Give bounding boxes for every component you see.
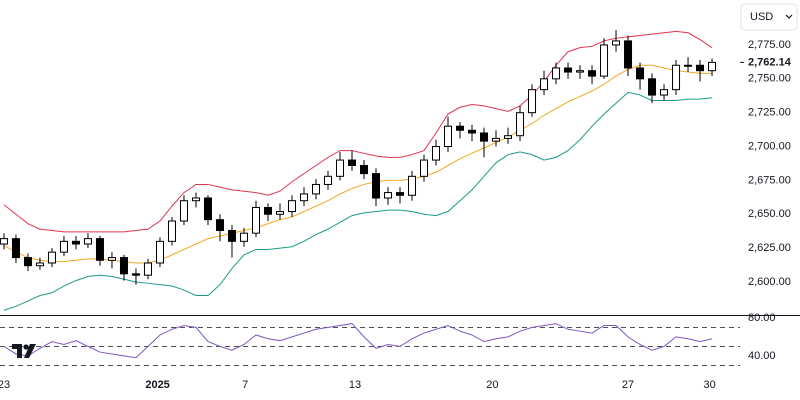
candle-body <box>600 44 609 77</box>
candle-body <box>672 64 681 91</box>
candle-body <box>480 132 489 142</box>
candle-body <box>323 175 332 185</box>
candle-body <box>540 78 549 91</box>
candle-body <box>95 238 104 261</box>
candle-body <box>263 206 272 215</box>
y-tick-label: 2,725.00 <box>748 107 791 119</box>
candle-body <box>179 200 188 222</box>
y-tick-label: 2,700.00 <box>748 140 791 152</box>
x-tick-label: 2025 <box>145 379 169 391</box>
x-tick-label: 23 <box>0 379 10 391</box>
candle-body <box>384 192 393 199</box>
rsi-tick-label: 40.00 <box>748 350 776 362</box>
rsi-line <box>3 323 713 359</box>
y-tick-label: 2,600.00 <box>748 276 791 288</box>
x-tick-label: 20 <box>486 379 498 391</box>
candle-body <box>347 159 356 166</box>
candle-body <box>552 67 561 80</box>
x-tick-label: 30 <box>704 379 716 391</box>
y-tick-label: 2,675.00 <box>748 174 791 186</box>
candle-body <box>0 238 8 245</box>
candle-body <box>335 159 344 177</box>
y-tick-label: 2,750.00 <box>748 73 791 85</box>
plot: 2,600.00 2,625.00 2,650.00 2,675.00 2,700.00… <box>0 30 792 391</box>
candle-body <box>528 89 537 114</box>
candle-body <box>456 125 465 131</box>
candle-body <box>612 40 621 46</box>
candle-body <box>59 240 68 253</box>
candle-body <box>492 137 501 142</box>
candle-body <box>107 257 116 261</box>
candle-body <box>624 40 633 69</box>
candle-body <box>696 64 705 72</box>
candle-body <box>23 257 32 267</box>
chevron[interactable] <box>785 14 793 19</box>
candle-body <box>660 89 669 96</box>
candle-body <box>516 112 525 137</box>
y-tick-label: 2,650.00 <box>748 208 791 220</box>
candle-body <box>372 173 381 199</box>
candle-body <box>408 175 417 196</box>
candle-body <box>359 164 368 175</box>
candle-body <box>299 193 308 202</box>
x-tick-label: 7 <box>242 379 248 391</box>
candle-body <box>468 129 477 134</box>
currency-button[interactable] <box>740 3 798 31</box>
candle-body <box>420 159 429 177</box>
candle-body <box>708 61 717 72</box>
candle-body <box>143 262 152 276</box>
candle-body <box>432 146 441 161</box>
y-tick-label: 2,625.00 <box>748 242 791 254</box>
candle-body <box>119 257 128 275</box>
candle-body <box>35 262 44 267</box>
candle-body <box>191 197 200 202</box>
candle-body <box>227 229 236 242</box>
candle-body <box>167 220 176 242</box>
candle-body <box>311 183 320 195</box>
candle-body <box>684 64 693 67</box>
last-price-label: 2,762.14 <box>748 56 792 68</box>
candle-body <box>155 240 164 264</box>
candle-body <box>576 70 585 73</box>
candle-body <box>239 232 248 242</box>
currency-selector[interactable]: USD <box>740 3 798 31</box>
candle-body <box>275 211 284 215</box>
tradingview-logo <box>12 344 36 358</box>
x-tick-label: 27 <box>622 379 634 391</box>
rsi-tick-label: 80.00 <box>748 312 776 324</box>
candle-body <box>203 197 212 221</box>
candle-body <box>444 125 453 148</box>
candle-body <box>504 135 513 139</box>
y-tick-label: 2,775.00 <box>748 39 791 51</box>
middle-band <box>3 64 713 264</box>
lower-band <box>3 91 713 311</box>
upper-band <box>3 30 713 233</box>
candle-body <box>396 192 405 196</box>
x-tick-label: 13 <box>349 379 361 391</box>
candle-body <box>287 200 296 213</box>
candle-body <box>11 238 20 259</box>
candle-body <box>588 70 597 77</box>
candle-body <box>564 67 573 73</box>
candle-body <box>215 219 224 231</box>
candle-body <box>636 67 645 80</box>
candle-body <box>131 273 140 276</box>
candle-body <box>71 240 80 245</box>
candle-body <box>47 251 56 264</box>
currency-label[interactable]: USD <box>750 11 773 23</box>
candle-body <box>251 206 260 234</box>
candle-body <box>83 238 92 245</box>
candle-body <box>648 78 657 96</box>
